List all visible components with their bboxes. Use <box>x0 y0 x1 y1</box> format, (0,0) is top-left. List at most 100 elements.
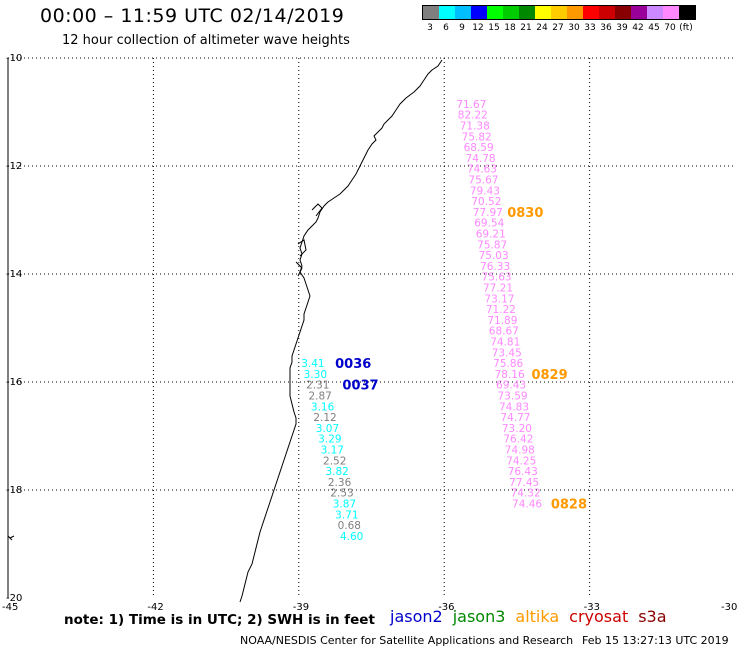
wave-height-value: 2.12 <box>313 412 336 424</box>
legend-label: 6 <box>443 23 449 33</box>
wave-height-value: 74.98 <box>505 445 535 457</box>
wave-height-value: 74.25 <box>506 455 536 467</box>
legend-swatch <box>423 6 439 19</box>
wave-height-value: 2.52 <box>323 455 346 467</box>
wave-height-value: 76.33 <box>480 261 510 273</box>
wave-height-value: 3.07 <box>316 423 339 435</box>
satellite-jason2: jason2 <box>390 607 443 626</box>
coastline <box>7 59 443 603</box>
wave-height-value: 73.20 <box>502 423 532 435</box>
wave-height-value: 75.82 <box>462 131 492 143</box>
legend-label: 30 <box>568 23 580 33</box>
legend-label: 33 <box>584 23 596 33</box>
legend-label: 12 <box>472 23 484 33</box>
legend-label: 9 <box>459 23 465 33</box>
legend-label: 70 <box>664 23 676 33</box>
legend-label: 15 <box>488 23 500 33</box>
wave-height-value: 71.89 <box>487 315 517 327</box>
wave-height-value: 70.52 <box>471 196 501 208</box>
legend-swatch <box>631 6 647 19</box>
legend-swatch <box>599 6 615 19</box>
legend-label: 36 <box>600 23 612 33</box>
legend-swatch <box>519 6 535 19</box>
wave-height-value: 3.71 <box>335 509 358 521</box>
wave-height-value: 71.22 <box>486 304 516 316</box>
footer-date: Feb 15 13:27:13 UTC 2019 <box>582 634 729 647</box>
coastline-edge-mark <box>7 535 15 541</box>
satellite-legend: jason2 jason3 altika cryosat s3a <box>390 607 677 626</box>
wave-height-value: 75.03 <box>479 250 509 262</box>
wave-height-value: 2.53 <box>330 488 353 500</box>
legend-label: 21 <box>520 23 532 33</box>
lon-tick-label: -39 <box>293 602 309 613</box>
wave-height-value: 68.67 <box>489 326 519 338</box>
wave-height-value: 75.67 <box>468 175 498 187</box>
coastline-inlet <box>295 203 323 277</box>
legend-swatch <box>471 6 487 19</box>
wave-height-value: 74.32 <box>511 488 541 500</box>
wave-height-value: 78.16 <box>495 369 525 381</box>
legend-swatch <box>439 6 455 19</box>
wave-height-value: 76.43 <box>508 466 538 478</box>
wave-height-value: 68.59 <box>464 142 494 154</box>
legend-label: 27 <box>552 23 564 33</box>
coastline-path <box>239 59 443 603</box>
wave-height-value: 3.30 <box>304 369 327 381</box>
wave-height-value: 75.87 <box>477 239 507 251</box>
legend-swatches <box>422 5 696 20</box>
legend-swatch <box>647 6 663 19</box>
wave-height-value: 74.78 <box>466 153 496 165</box>
wave-height-value: 74.83 <box>499 401 529 413</box>
lat-tick-label: -18 <box>6 485 22 496</box>
legend-swatch <box>503 6 519 19</box>
legend-swatch <box>583 6 599 19</box>
legend-labels: 3 6 9 12 15 18 21 24 27 30 33 36 39 42 45 70 (ft) <box>422 23 696 33</box>
legend-swatch <box>535 6 551 19</box>
satellite-jason3: jason3 <box>452 607 506 626</box>
wave-height-value: 77.97 <box>473 207 503 219</box>
wave-height-value: 73.17 <box>484 293 514 305</box>
legend-swatch <box>551 6 567 19</box>
legend-label: 18 <box>504 23 516 33</box>
legend-swatch <box>567 6 583 19</box>
wave-height-value: 3.29 <box>318 434 341 446</box>
wave-height-value: 77.21 <box>483 283 513 295</box>
wave-height-value: 3.87 <box>333 499 356 511</box>
wave-height-value: 74.81 <box>490 337 520 349</box>
color-legend: 3 6 9 12 15 18 21 24 27 30 33 36 39 42 45 70 (ft) <box>422 5 696 33</box>
wave-height-value: 82.22 <box>458 110 488 122</box>
wave-height-value: 75.86 <box>493 358 523 370</box>
satellite-altika: altika <box>515 607 560 626</box>
altimeter-tracks: 71.6782.2271.3875.8268.5974.7874.6375.67… <box>301 99 587 543</box>
satellite-cryosat: cryosat <box>569 607 629 626</box>
legend-swatch <box>679 6 695 19</box>
lat-tick-label: -12 <box>6 161 22 172</box>
wave-height-value: 76.42 <box>503 434 533 446</box>
lon-tick-label: -30 <box>721 602 737 613</box>
wave-height-value: 2.31 <box>306 380 329 392</box>
legend-swatch <box>455 6 471 19</box>
lat-tick-label: -16 <box>6 377 22 388</box>
wave-height-value: 2.87 <box>308 391 331 403</box>
lon-tick-label: -42 <box>147 602 163 613</box>
wave-height-value: 0.68 <box>338 520 361 532</box>
wave-height-value: 71.38 <box>460 121 490 133</box>
lat-tick-label: -20 <box>6 593 22 604</box>
lat-tick-label: -10 <box>6 53 22 64</box>
map-subtitle: 12 hour collection of altimeter wave hei… <box>62 33 350 48</box>
wave-height-value: 79.43 <box>470 185 500 197</box>
wave-height-value: 73.45 <box>492 347 522 359</box>
legend-label: 39 <box>616 23 628 33</box>
lon-tick-label: -36 <box>438 602 454 613</box>
wave-height-value: 73.59 <box>498 391 528 403</box>
wave-height-value: 3.16 <box>311 401 335 413</box>
legend-label: (ft) <box>679 23 693 33</box>
lon-tick-label: -45 <box>2 602 18 613</box>
pass-time-label: 0829 <box>531 368 567 383</box>
wave-height-value: 75.63 <box>482 272 512 284</box>
wave-height-value: 69.21 <box>476 229 506 241</box>
wave-height-value: 77.45 <box>509 477 539 489</box>
legend-swatch <box>663 6 679 19</box>
legend-label: 45 <box>648 23 660 33</box>
